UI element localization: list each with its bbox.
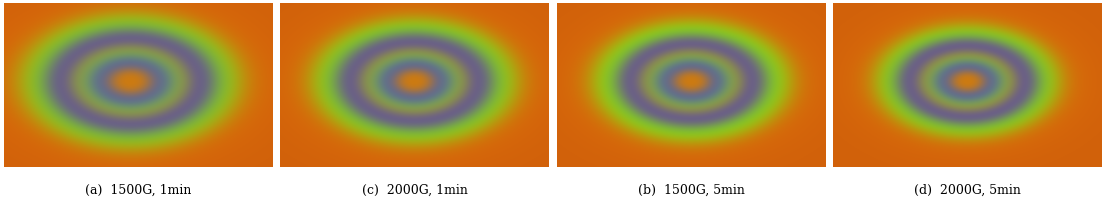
- Text: (d)  2000G, 5min: (d) 2000G, 5min: [915, 182, 1021, 195]
- Text: (b)  1500G, 5min: (b) 1500G, 5min: [638, 182, 744, 195]
- Text: (c)  2000G, 1min: (c) 2000G, 1min: [362, 182, 468, 195]
- Text: (a)  1500G, 1min: (a) 1500G, 1min: [85, 182, 191, 195]
